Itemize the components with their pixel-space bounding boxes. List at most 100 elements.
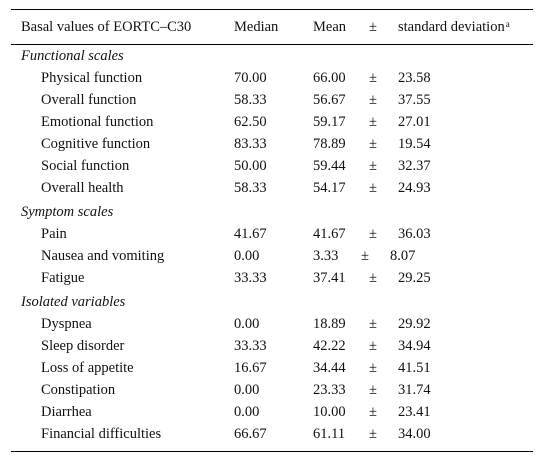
table-row: Pain 41.67 41.67 ± 36.03: [11, 223, 533, 245]
row-mean: 56.67: [313, 92, 346, 108]
row-label: Loss of appetite: [41, 360, 134, 376]
row-mean: 66.00: [313, 70, 346, 86]
row-median: 16.67: [234, 360, 267, 376]
eortc-table: Basal values of EORTC–C30 Median Mean ± …: [11, 9, 533, 452]
row-median: 70.00: [234, 70, 267, 86]
row-plus-minus: ±: [369, 114, 377, 130]
row-label: Dyspnea: [41, 316, 92, 332]
row-sd: 36.03: [398, 226, 431, 242]
row-plus-minus: ±: [369, 316, 377, 332]
row-mean: 54.17: [313, 180, 346, 196]
row-plus-minus: ±: [369, 92, 377, 108]
section-title: Functional scales: [21, 48, 124, 64]
row-plus-minus: ±: [361, 248, 369, 264]
row-label: Fatigue: [41, 270, 85, 286]
row-sd: 37.55: [398, 92, 431, 108]
row-label: Financial difficulties: [41, 426, 162, 442]
section-title-row: Isolated variables: [11, 291, 533, 313]
row-sd: 23.41: [398, 404, 431, 420]
table-row: Emotional function 62.50 59.17 ± 27.01: [11, 111, 533, 133]
table-row: Overall health 58.33 54.17 ± 24.93: [11, 177, 533, 199]
table-row: Diarrhea 0.00 10.00 ± 23.41: [11, 401, 533, 423]
row-median: 0.00: [234, 248, 260, 264]
row-sd: 31.74: [398, 382, 431, 398]
row-mean: 41.67: [313, 226, 346, 242]
row-median: 33.33: [234, 338, 267, 354]
row-sd: 34.00: [398, 426, 431, 442]
row-plus-minus: ±: [369, 404, 377, 420]
row-label: Nausea and vomiting: [41, 248, 165, 264]
header-standard-deviation: standard deviationa: [398, 18, 510, 36]
row-plus-minus: ±: [369, 180, 377, 196]
row-label: Diarrhea: [41, 404, 92, 420]
section-title: Isolated variables: [21, 294, 126, 310]
header-sd-footnote-marker: a: [505, 19, 510, 29]
row-plus-minus: ±: [369, 382, 377, 398]
row-sd: 24.93: [398, 180, 431, 196]
row-plus-minus: ±: [369, 426, 377, 442]
row-label: Overall health: [41, 180, 124, 196]
row-label: Social function: [41, 158, 130, 174]
row-mean: 23.33: [313, 382, 346, 398]
table-row: Overall function 58.33 56.67 ± 37.55: [11, 89, 533, 111]
row-mean: 37.41: [313, 270, 346, 286]
header-mean: Mean: [313, 19, 347, 35]
row-sd: 27.01: [398, 114, 431, 130]
row-sd: 23.58: [398, 70, 431, 86]
row-median: 0.00: [234, 382, 260, 398]
row-sd: 41.51: [398, 360, 431, 376]
row-median: 58.33: [234, 92, 267, 108]
row-plus-minus: ±: [369, 338, 377, 354]
row-plus-minus: ±: [369, 70, 377, 86]
row-mean: 18.89: [313, 316, 346, 332]
row-mean: 59.44: [313, 158, 346, 174]
row-label: Pain: [41, 226, 67, 242]
table-header: Basal values of EORTC–C30 Median Mean ± …: [11, 10, 533, 45]
table-row: Dyspnea 0.00 18.89 ± 29.92: [11, 313, 533, 335]
row-sd: 32.37: [398, 158, 431, 174]
table-row: Nausea and vomiting 0.00 3.33 ± 8.07: [11, 245, 533, 267]
row-plus-minus: ±: [369, 158, 377, 174]
row-label: Emotional function: [41, 114, 154, 130]
header-median: Median: [234, 19, 279, 35]
row-label: Cognitive function: [41, 136, 151, 152]
table-row: Physical function 70.00 66.00 ± 23.58: [11, 67, 533, 89]
row-label: Physical function: [41, 70, 143, 86]
section-title: Symptom scales: [21, 204, 114, 220]
row-mean: 78.89: [313, 136, 346, 152]
row-sd: 19.54: [398, 136, 431, 152]
row-mean: 42.22: [313, 338, 346, 354]
table-row: Constipation 0.00 23.33 ± 31.74: [11, 379, 533, 401]
table-row: Cognitive function 83.33 78.89 ± 19.54: [11, 133, 533, 155]
row-plus-minus: ±: [369, 360, 377, 376]
row-sd: 29.92: [398, 316, 431, 332]
row-label: Constipation: [41, 382, 116, 398]
table-row: Loss of appetite 16.67 34.44 ± 41.51: [11, 357, 533, 379]
row-label: Sleep disorder: [41, 338, 125, 354]
row-mean: 59.17: [313, 114, 346, 130]
row-sd: 8.07: [390, 248, 416, 264]
row-sd: 34.94: [398, 338, 431, 354]
section-title-row: Functional scales: [11, 45, 533, 67]
header-plus-minus: ±: [369, 19, 377, 35]
row-label: Overall function: [41, 92, 137, 108]
header-sd-text: standard deviation: [398, 19, 505, 35]
row-plus-minus: ±: [369, 226, 377, 242]
row-median: 50.00: [234, 158, 267, 174]
section-title-row: Symptom scales: [11, 201, 533, 223]
row-median: 0.00: [234, 404, 260, 420]
row-plus-minus: ±: [369, 270, 377, 286]
header-label: Basal values of EORTC–C30: [21, 19, 192, 35]
row-mean: 10.00: [313, 404, 346, 420]
row-sd: 29.25: [398, 270, 431, 286]
row-mean: 3.33: [313, 248, 339, 264]
row-median: 83.33: [234, 136, 267, 152]
table-row: Financial difficulties 66.67 61.11 ± 34.…: [11, 423, 533, 445]
row-mean: 34.44: [313, 360, 346, 376]
table-row: Fatigue 33.33 37.41 ± 29.25: [11, 267, 533, 289]
row-mean: 61.11: [313, 426, 346, 442]
row-median: 41.67: [234, 226, 267, 242]
row-median: 58.33: [234, 180, 267, 196]
row-median: 33.33: [234, 270, 267, 286]
row-median: 0.00: [234, 316, 260, 332]
